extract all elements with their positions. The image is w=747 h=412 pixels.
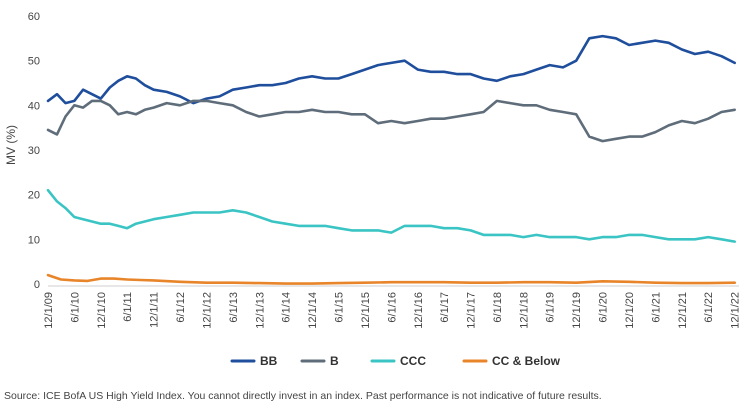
x-tick-label: 12/1/13 [254, 292, 266, 329]
y-tick-label: 10 [28, 234, 40, 246]
series-lines [46, 34, 737, 285]
y-tick-label: 50 [28, 56, 40, 68]
x-tick-label: 12/1/16 [413, 292, 425, 329]
x-tick-label: 12/1/14 [307, 292, 319, 329]
x-tick-label: 6/1/19 [545, 292, 557, 323]
source-note: Source: ICE BofA US High Yield Index. Yo… [4, 390, 602, 402]
x-tick-label: 6/1/14 [281, 292, 293, 323]
legend-label-b: B [330, 354, 339, 368]
x-tick-label: 6/1/20 [598, 292, 610, 323]
x-tick-label: 12/1/21 [677, 292, 689, 329]
x-tick-label: 6/1/13 [228, 292, 240, 323]
x-tick-label: 6/1/15 [333, 292, 345, 323]
x-tick-label: 12/1/22 [730, 292, 742, 329]
legend-label-ccc: CCC [400, 354, 426, 368]
x-axis-ticks: 12/1/09 6/1/10 12/1/10 6/1/11 12/1/11 6/1/12 1… [43, 292, 742, 329]
legend: BB B CCC CC & Below [230, 354, 561, 368]
x-tick-label: 6/1/11 [122, 292, 134, 322]
x-tick-label: 6/1/21 [650, 292, 662, 323]
x-tick-label: 12/1/11 [149, 292, 161, 328]
legend-label-bb: BB [260, 354, 278, 368]
series-line-ccc [46, 188, 737, 243]
y-tick-label: 60 [28, 11, 40, 23]
series-line-cc-and-below [46, 273, 737, 285]
y-tick-label: 30 [28, 145, 40, 157]
x-tick-label: 6/1/12 [175, 292, 187, 323]
y-axis-title-group: MV (%) [4, 125, 18, 165]
x-tick-label: 12/1/18 [518, 292, 530, 329]
series-line-bb [46, 34, 737, 105]
x-tick-label: 6/1/10 [69, 292, 81, 323]
y-tick-label: 0 [34, 279, 40, 291]
y-tick-label: 20 [28, 190, 40, 202]
x-tick-label: 12/1/17 [466, 292, 478, 329]
x-tick-label: 12/1/19 [571, 292, 583, 329]
y-tick-label: 40 [28, 100, 40, 112]
x-tick-label: 12/1/20 [624, 292, 636, 329]
x-tick-label: 12/1/15 [360, 292, 372, 329]
x-tick-label: 6/1/16 [386, 292, 398, 323]
x-tick-label: 12/1/09 [43, 292, 55, 329]
x-tick-label: 12/1/10 [96, 292, 108, 329]
x-tick-label: 6/1/22 [703, 292, 715, 323]
x-tick-label: 12/1/12 [202, 292, 214, 329]
y-axis-ticks: 0 10 20 30 40 50 60 [28, 11, 40, 291]
legend-label-cc-and-below: CC & Below [492, 354, 561, 368]
x-tick-label: 6/1/17 [439, 292, 451, 323]
y-axis-title: MV (%) [4, 125, 18, 165]
series-line-b [46, 99, 737, 143]
x-tick-label: 6/1/18 [492, 292, 504, 323]
line-chart: MV (%) 0 10 20 30 40 50 60 12/1/09 6/1/10 12/1/1… [4, 11, 742, 368]
